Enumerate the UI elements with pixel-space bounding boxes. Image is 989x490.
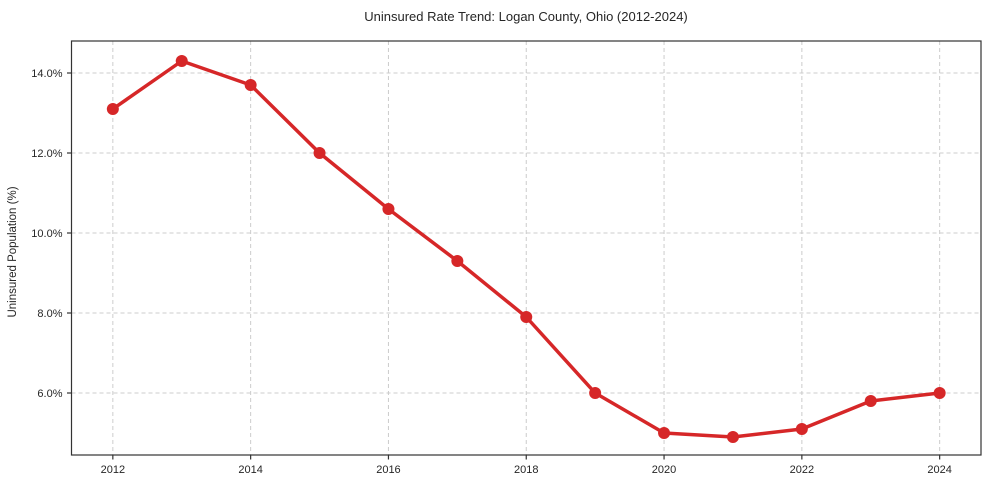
data-point-2012 bbox=[106, 103, 119, 115]
x-tick-label: 2018 bbox=[514, 464, 538, 476]
x-tick-label: 2022 bbox=[790, 464, 814, 476]
data-point-2016 bbox=[382, 203, 395, 215]
data-point-2018 bbox=[520, 311, 533, 323]
y-axis-label-text: Uninsured Population (%) bbox=[7, 186, 19, 318]
data-point-2020 bbox=[658, 427, 671, 439]
data-point-2023 bbox=[864, 395, 877, 407]
x-tick-label: 2016 bbox=[376, 464, 400, 476]
chart-title: Uninsured Rate Trend: Logan County, Ohio… bbox=[364, 9, 688, 24]
y-tick-label: 6.0% bbox=[37, 388, 62, 400]
y-tick-label: 14.0% bbox=[31, 68, 62, 80]
x-tick-label: 2024 bbox=[927, 464, 951, 476]
data-point-2014 bbox=[244, 79, 257, 91]
data-point-2021 bbox=[726, 431, 739, 443]
data-point-2013 bbox=[175, 55, 188, 67]
data-point-2019 bbox=[589, 387, 602, 399]
x-tick-label: 2020 bbox=[652, 464, 676, 476]
y-tick-label: 8.0% bbox=[37, 308, 62, 320]
y-tick-label: 10.0% bbox=[31, 228, 62, 240]
x-tick-label: 2014 bbox=[238, 464, 262, 476]
data-point-2017 bbox=[451, 255, 464, 267]
y-tick-label: 12.0% bbox=[31, 148, 62, 160]
data-point-2022 bbox=[795, 423, 808, 435]
data-point-2024 bbox=[933, 387, 946, 399]
x-tick-label: 2012 bbox=[101, 464, 125, 476]
data-point-2015 bbox=[313, 147, 326, 159]
